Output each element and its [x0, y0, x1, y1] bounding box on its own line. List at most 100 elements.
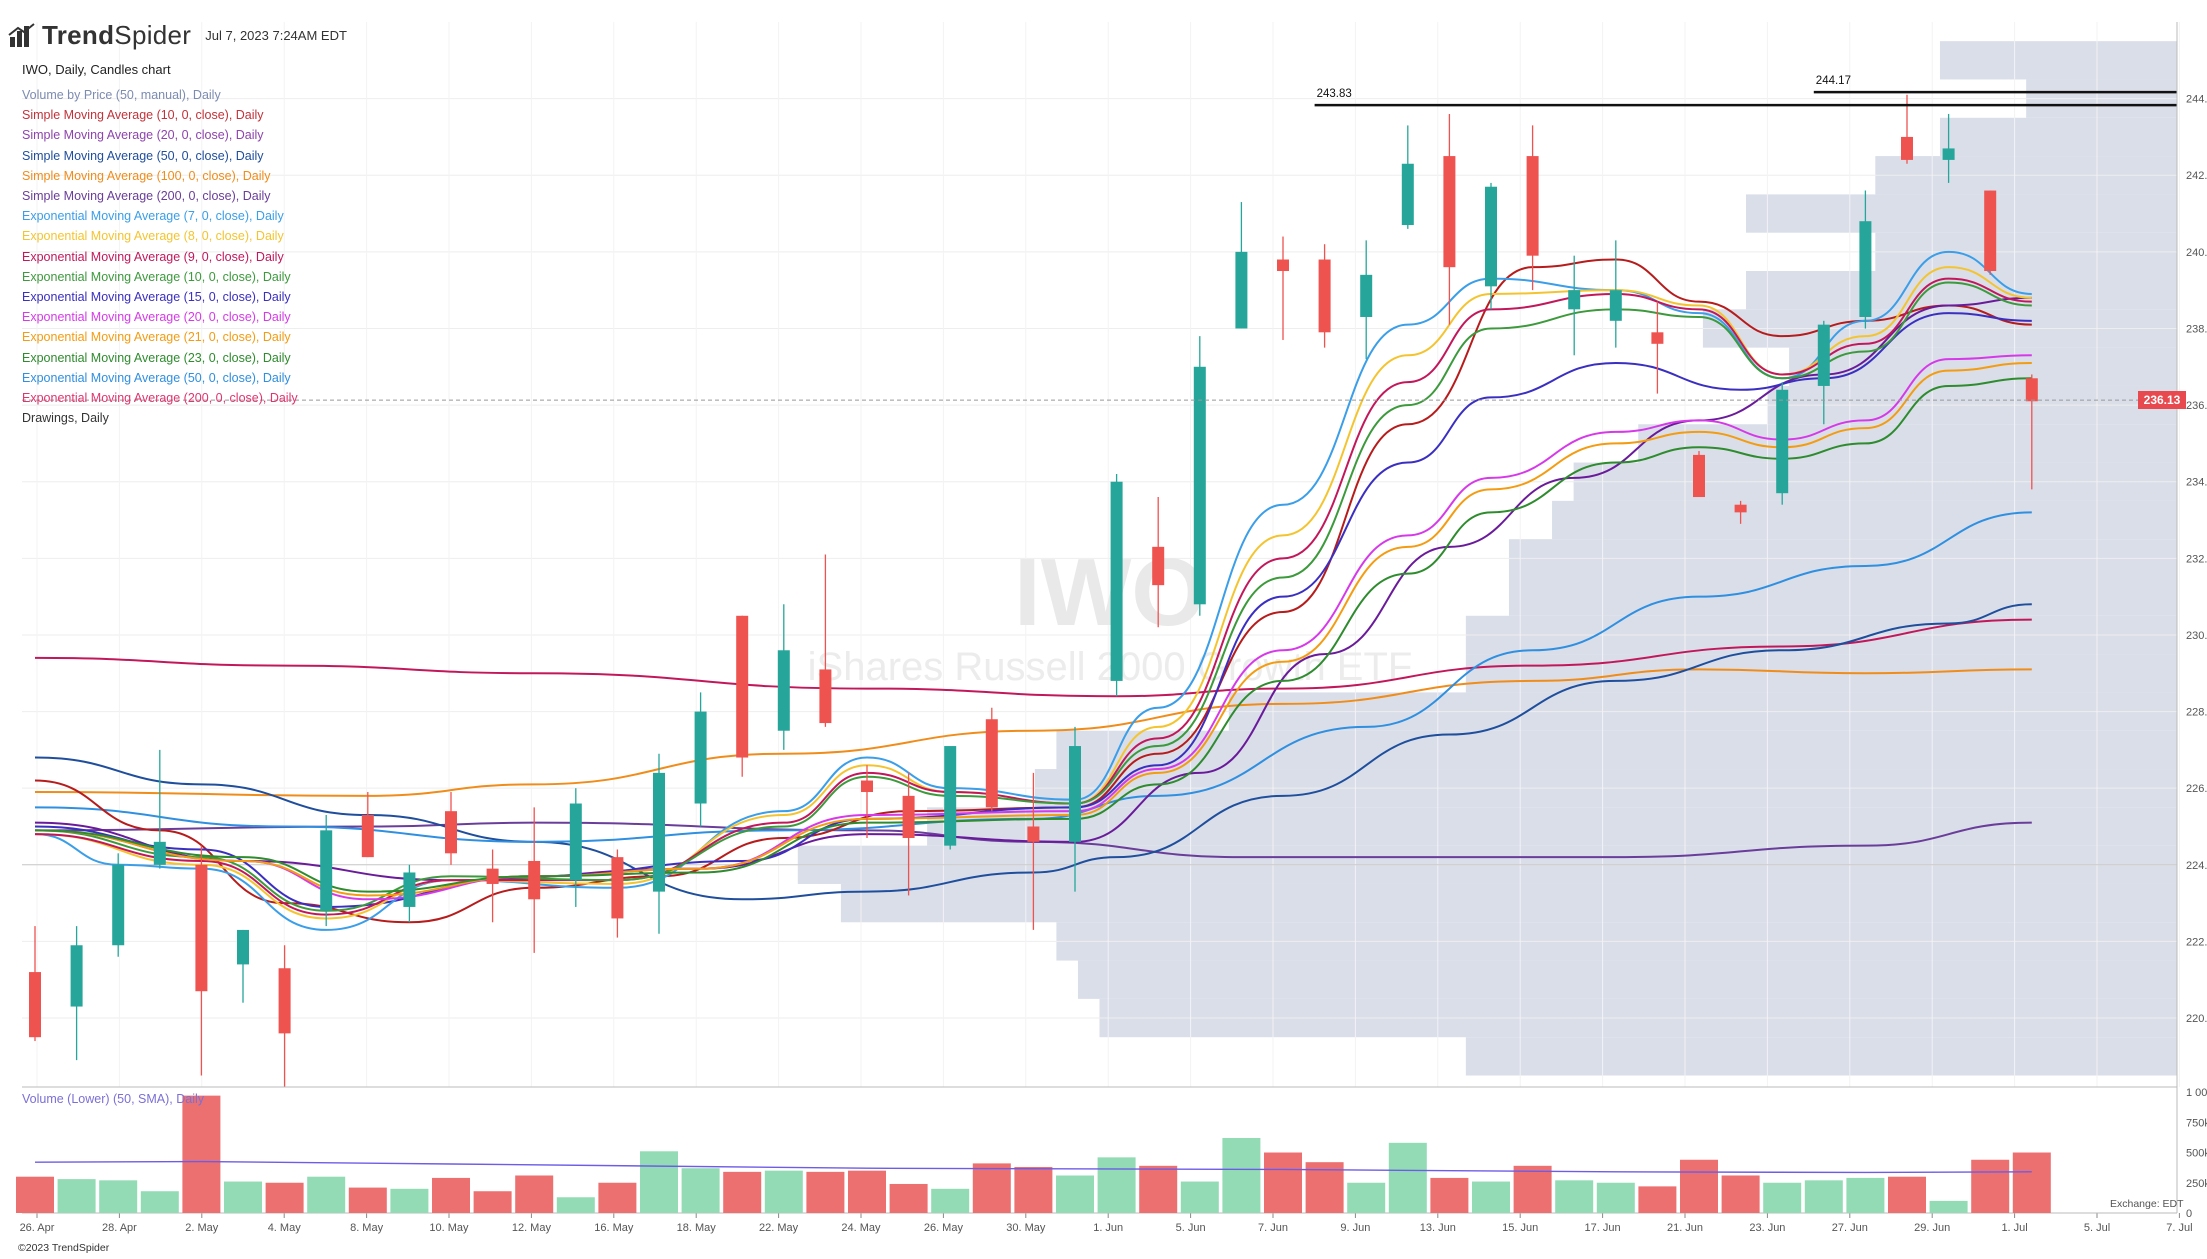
candle-body	[1277, 259, 1289, 272]
candle-body	[112, 864, 125, 946]
candle-body	[237, 929, 249, 965]
volume-bar	[1305, 1162, 1344, 1213]
candle-body	[153, 841, 166, 865]
candle-body	[569, 803, 582, 881]
moving-average-line	[34, 258, 2032, 924]
volume-indicator-label[interactable]: Volume (Lower) (50, SMA), Daily	[22, 1092, 205, 1106]
x-tick-label: 17. Jun	[1585, 1222, 1621, 1234]
y-tick-label: 242.00	[2186, 170, 2207, 182]
volume-bar	[1430, 1177, 1469, 1213]
y-tick-label: 228.00	[2186, 707, 2207, 719]
candle-body	[1443, 156, 1456, 268]
y-tick-label: 238.00	[2186, 323, 2207, 335]
x-tick-label: 28. Apr	[102, 1222, 137, 1234]
volume-bar	[806, 1171, 845, 1213]
candle-body	[653, 772, 665, 892]
candle	[944, 746, 957, 850]
candle-body	[195, 864, 208, 992]
candle	[1609, 240, 1622, 348]
candle	[361, 792, 374, 858]
moving-average-line	[34, 511, 2032, 843]
volume-bar	[307, 1176, 346, 1213]
x-tick-label: 22. May	[759, 1222, 799, 1234]
volume-bar	[931, 1188, 970, 1213]
candle-body	[1027, 826, 1040, 842]
candle	[1776, 382, 1789, 505]
legend-item[interactable]: Simple Moving Average (10, 0, close), Da…	[22, 108, 264, 123]
moving-average-line	[34, 377, 2032, 893]
vbp-row	[1552, 500, 2177, 540]
candle-body	[777, 650, 790, 731]
legend-item[interactable]: Exponential Moving Average (7, 0, close)…	[22, 209, 284, 224]
candle-body	[1734, 504, 1747, 513]
y-tick-label: 220.00	[2186, 1013, 2207, 1025]
x-tick-label: 1. Jun	[1093, 1222, 1123, 1234]
legend-item[interactable]: Exponential Moving Average (10, 0, close…	[22, 269, 291, 284]
y-tick-label: 230.00	[2186, 630, 2207, 642]
candle	[819, 554, 832, 727]
volume-bar	[640, 1151, 678, 1213]
watermark-name: iShares Russell 2000 Growth ETF	[808, 645, 1413, 689]
symbol-watermark: IWO iShares Russell 2000 Growth ETF	[808, 539, 1413, 689]
candle	[569, 788, 582, 907]
volume-bar	[1888, 1176, 1926, 1213]
x-tick-label: 1. Jul	[2001, 1222, 2027, 1234]
legend-item[interactable]: Exponential Moving Average (23, 0, close…	[22, 350, 291, 365]
vbp-row	[1056, 730, 2177, 770]
candle	[1942, 113, 1955, 183]
y-tick-label: 232.00	[2186, 553, 2207, 565]
candle	[694, 692, 707, 827]
volume-tick-label: 0	[2186, 1208, 2192, 1220]
volume-bar	[1846, 1177, 1885, 1213]
volume-bar	[99, 1180, 138, 1213]
legend-item[interactable]: Simple Moving Average (50, 0, close), Da…	[22, 148, 264, 163]
candle-body	[611, 857, 624, 919]
x-tick-label: 4. May	[268, 1222, 302, 1234]
moving-average-line	[34, 603, 2032, 901]
y-tick-label: 244.00	[2186, 94, 2207, 106]
x-tick-label: 18. May	[677, 1222, 717, 1234]
legend-item[interactable]: Exponential Moving Average (9, 0, close)…	[22, 249, 284, 264]
x-tick-label: 7. Jun	[1258, 1222, 1288, 1234]
volume-sma-line	[34, 1160, 2032, 1174]
legend-item[interactable]: Exponential Moving Average (21, 0, close…	[22, 330, 291, 345]
legend-item[interactable]: Simple Moving Average (100, 0, close), D…	[22, 168, 271, 183]
volume-bar	[515, 1175, 554, 1213]
volume-bar	[57, 1179, 96, 1213]
legend-item[interactable]: Volume by Price (50, manual), Daily	[22, 88, 221, 102]
candle	[1651, 301, 1664, 394]
candle-body	[819, 669, 832, 724]
candle	[861, 765, 873, 838]
candle	[902, 772, 915, 896]
resistance-label: 244.17	[1816, 75, 1851, 87]
legend-item[interactable]: Simple Moving Average (200, 0, close), D…	[22, 189, 271, 204]
legend-item[interactable]: Exponential Moving Average (8, 0, close)…	[22, 229, 284, 244]
candle-body	[1817, 324, 1830, 386]
volume-bar	[1513, 1165, 1552, 1213]
y-tick-label: 240.00	[2186, 247, 2207, 259]
legend-item[interactable]: Drawings, Daily	[22, 411, 109, 426]
candle-body	[486, 868, 499, 884]
legend-item[interactable]: Exponential Moving Average (200, 0, clos…	[22, 391, 298, 406]
candle-body	[1193, 366, 1206, 605]
last-price-tag: 236.13	[2138, 391, 2186, 409]
y-tick-label: 236.00	[2186, 400, 2207, 412]
candle	[985, 707, 998, 812]
legend-item[interactable]: Exponential Moving Average (20, 0, close…	[22, 310, 291, 325]
candle-body	[361, 815, 374, 858]
legend-item[interactable]: Exponential Moving Average (50, 0, close…	[22, 370, 291, 385]
volume-bar	[723, 1171, 762, 1213]
candle	[70, 926, 83, 1061]
axes: 220.00 222.00 224.00 226.00 228.00 230.00 232.…	[20, 22, 2207, 1234]
legend-item[interactable]: Simple Moving Average (20, 0, close), Da…	[22, 128, 264, 143]
volume-bar	[1264, 1152, 1302, 1213]
vbp-row	[1746, 271, 2177, 310]
chart-symbol-line[interactable]: IWO, Daily, Candles chart	[22, 62, 171, 77]
volume-bar	[1638, 1186, 1677, 1213]
candle-body	[1235, 251, 1248, 329]
candle-body	[403, 872, 416, 907]
volume-bar	[1347, 1182, 1386, 1213]
x-tick-label: 10. May	[429, 1222, 469, 1234]
legend-item[interactable]: Exponential Moving Average (15, 0, close…	[22, 290, 291, 305]
